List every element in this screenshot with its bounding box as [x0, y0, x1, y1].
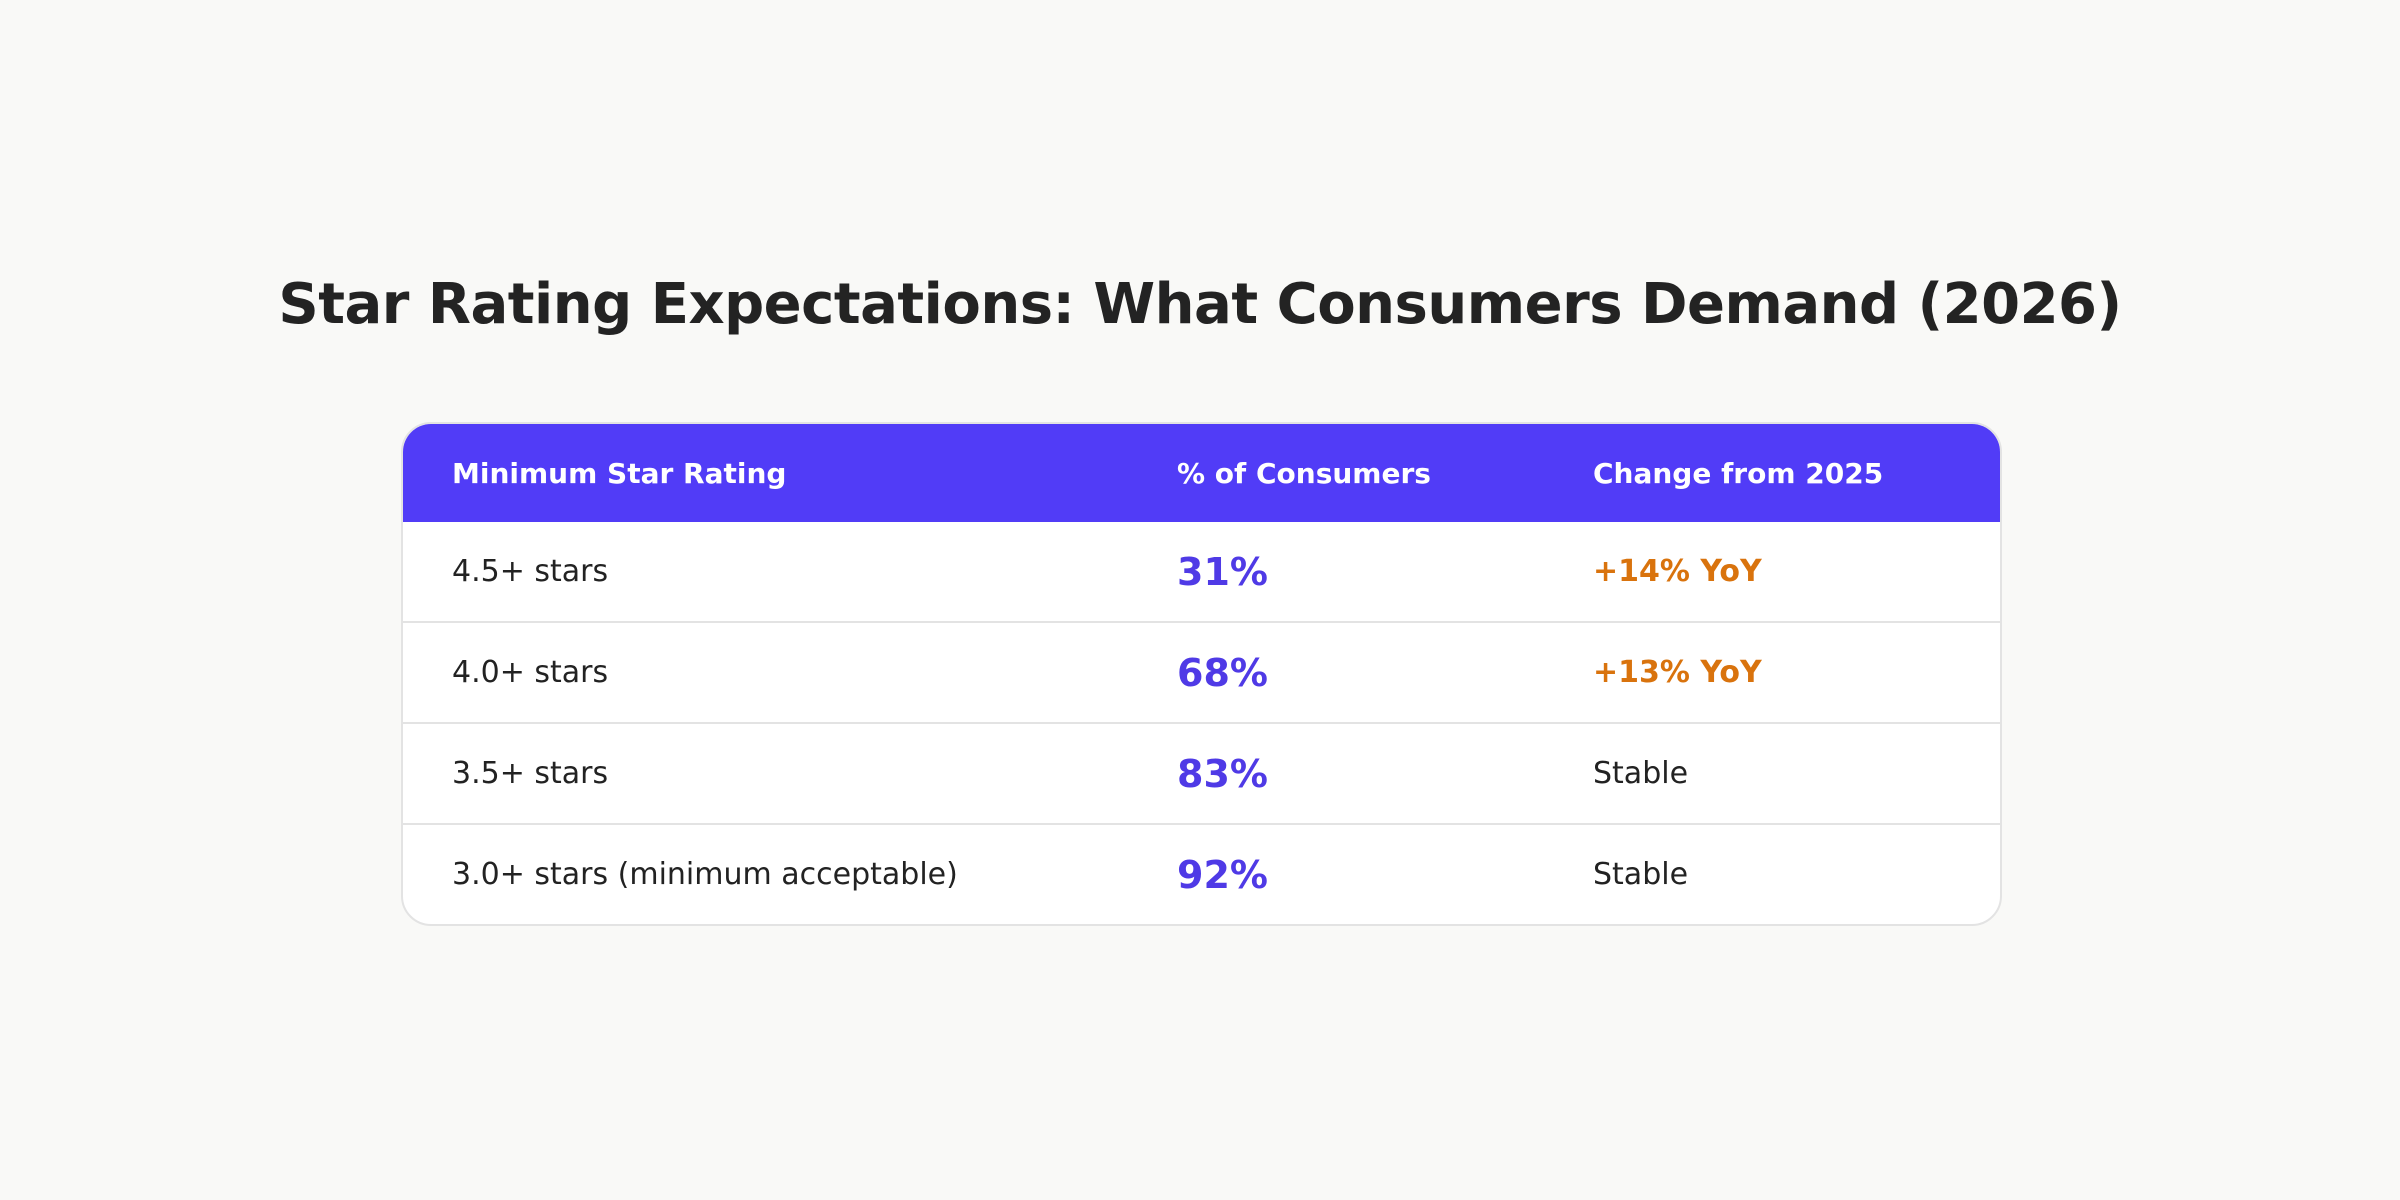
table-card: Minimum Star Rating % of Consumers Chang… — [401, 422, 2002, 926]
table-body: 4.5+ stars 31% +14% YoY 4.0+ stars 68% +… — [403, 522, 2000, 924]
title: Star Rating Expectations: What Consumers… — [278, 272, 2122, 337]
change: Stable — [1544, 722, 2000, 824]
row: 3.0+ stars (minimum acceptable) 92% Stab… — [403, 823, 2000, 924]
rating: 4.0+ stars — [403, 621, 1128, 723]
rating: 4.5+ stars — [452, 554, 609, 589]
percent: 83% — [1128, 722, 1544, 824]
percent: 31% — [1177, 549, 1268, 594]
column-header: % of Consumers — [1128, 424, 1544, 522]
change: +14% YoY — [1593, 554, 1762, 589]
column-header: Change from 2025 — [1544, 424, 2000, 522]
header-row: Minimum Star Rating % of Consumers Chang… — [403, 424, 2000, 522]
row: 4.0+ stars 68% +13% YoY — [403, 621, 2000, 723]
table-header: Minimum Star Rating % of Consumers Chang… — [403, 424, 2000, 522]
percent: 68% — [1128, 621, 1544, 723]
table: Minimum Star Rating % of Consumers Chang… — [403, 424, 2000, 924]
change: Stable — [1544, 823, 2000, 924]
row: 4.5+ stars 31% +14% YoY — [403, 522, 2000, 622]
percent: 92% — [1128, 823, 1544, 924]
rating: 3.5+ stars — [403, 722, 1128, 824]
change: +13% YoY — [1544, 621, 2000, 723]
row: 3.5+ stars 83% Stable — [403, 722, 2000, 824]
column-header: Minimum Star Rating — [403, 424, 1128, 522]
rating: 3.0+ stars (minimum acceptable) — [403, 823, 1128, 924]
